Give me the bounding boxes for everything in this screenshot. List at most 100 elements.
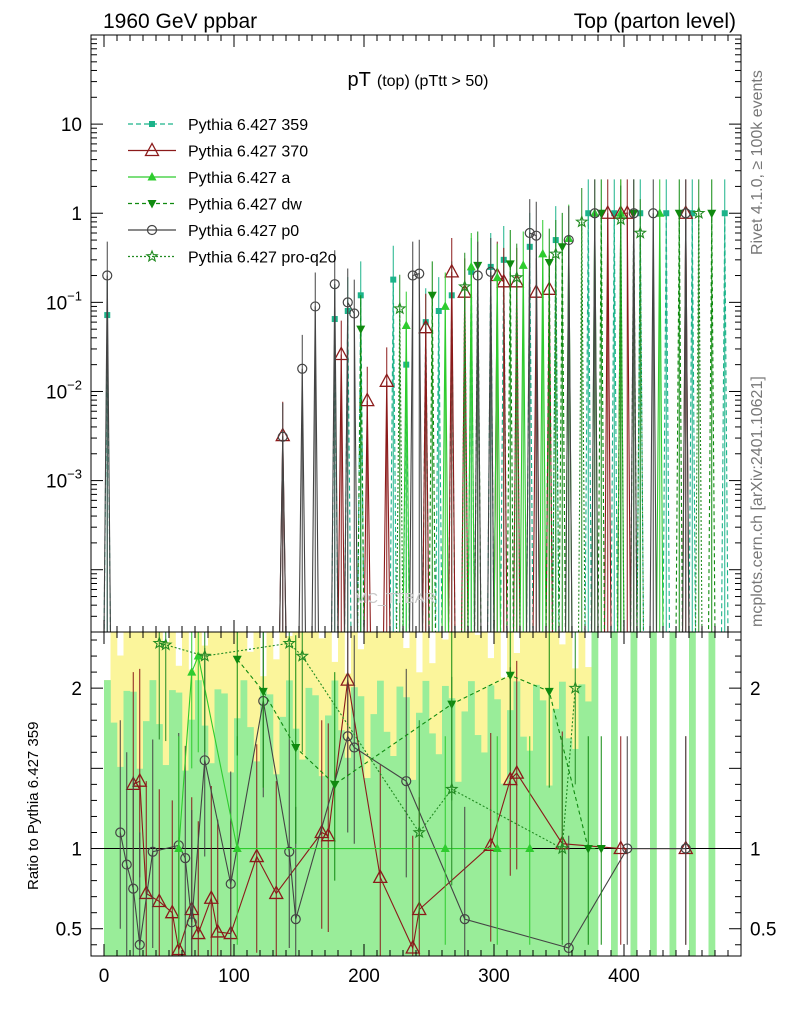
band-green-bin [435, 754, 443, 956]
title-sub: (top) (pTtt > 50) [377, 73, 489, 90]
data-point [680, 208, 691, 219]
legend-marker [144, 142, 160, 157]
band-green-bin [338, 730, 345, 956]
legend-entry: Pythia 6.427 a [128, 170, 290, 187]
ratio-point [401, 776, 412, 787]
ratio-point [444, 782, 459, 795]
y-tick-label: 10 [61, 115, 82, 136]
data-point [663, 210, 670, 217]
band-green-bin [500, 783, 508, 956]
legend-entry: Pythia 6.427 pro-q2o [128, 249, 337, 267]
band-green-bin [357, 696, 365, 956]
legend-marker [149, 121, 155, 127]
data-point [524, 227, 535, 239]
ratio-point [613, 840, 629, 855]
band-green-bin [669, 632, 677, 956]
band-green-bin [591, 632, 599, 956]
data-point [574, 214, 589, 228]
y-tick-label: 10−3 [46, 467, 82, 493]
ratio-ylabel: Ratio to Pythia 6.427 359 [25, 722, 42, 890]
band-green-bin [546, 785, 553, 956]
data-point [329, 279, 340, 290]
ratio-point [197, 649, 212, 662]
ratio-point [284, 846, 295, 857]
legend-marker [145, 249, 159, 263]
ratio-point [152, 636, 167, 650]
band-green-bin [390, 756, 397, 956]
band-green-bin [396, 686, 404, 956]
ratio-point [164, 904, 180, 919]
ratio-point [622, 843, 633, 854]
ratio-line [119, 700, 686, 949]
data-point [297, 363, 308, 374]
ratio-y-tick-label-right: 2 [750, 679, 761, 700]
ratio-series-2 [174, 632, 535, 945]
data-point [401, 320, 411, 329]
ratio-point [405, 939, 421, 954]
band-green-bin [247, 727, 254, 956]
data-point [277, 431, 288, 442]
data-point [628, 208, 639, 219]
data-point [392, 301, 407, 315]
ratio-point [492, 843, 502, 853]
data-point [356, 325, 366, 335]
series-line [395, 213, 703, 632]
ratio-y-tick-label-right: 1 [750, 840, 761, 861]
ratio-point [147, 846, 158, 857]
series-4 [102, 179, 691, 632]
data-point [585, 210, 592, 217]
legend-label: Pythia 6.427 359 [188, 117, 308, 134]
ratio-line [159, 642, 576, 850]
ratio-point [282, 636, 297, 650]
ratio-point [232, 655, 242, 665]
band-green-bin [422, 680, 430, 956]
ratio-point [320, 827, 336, 842]
ratio-y-tick-label-left: 1 [71, 840, 82, 861]
header-left: 1960 GeV ppbar [103, 10, 257, 33]
header-right: Top (parton level) [574, 10, 736, 33]
band-green-bin [455, 781, 462, 956]
data-point [485, 266, 496, 277]
ratio-point [440, 843, 450, 853]
data-point [613, 212, 628, 226]
ratio-point [193, 651, 203, 660]
legend-label: Pythia 6.427 a [188, 170, 290, 187]
ratio-point [199, 755, 210, 766]
data-point [518, 260, 528, 269]
ratio-point [555, 841, 570, 855]
watermark: MC_TTBAR [355, 590, 436, 607]
ratio-point [596, 845, 606, 854]
data-point [619, 204, 635, 219]
ratio-point [342, 731, 353, 742]
band-green-bin [195, 680, 202, 956]
data-point [707, 209, 717, 219]
ratio-point [412, 825, 427, 839]
data-point [538, 248, 548, 258]
chart-title: pT (top) (pTtt > 50) [348, 69, 489, 91]
band-green-bin [260, 688, 267, 956]
data-point [407, 270, 418, 281]
ratio-point [210, 923, 226, 938]
ratio-point [509, 764, 525, 779]
ratio-point [225, 878, 236, 889]
band-green-bin [312, 695, 319, 956]
band-green-bin [474, 735, 482, 956]
data-point [342, 297, 353, 308]
band-green-bin [552, 708, 560, 956]
ratio-point [330, 780, 340, 790]
ratio-point [232, 843, 242, 853]
ratio-point [171, 941, 187, 956]
ratio-point [187, 667, 197, 676]
ratio-point [525, 843, 535, 853]
legend-marker [146, 224, 158, 236]
series-1 [275, 179, 694, 632]
ratio-point [583, 845, 593, 854]
legend-label: Pythia 6.427 pro-q2o [188, 250, 337, 267]
ratio-point [203, 889, 219, 904]
data-point [427, 291, 437, 301]
data-point [505, 260, 515, 269]
ratio-point [268, 885, 284, 900]
ratio-point [291, 743, 301, 753]
ratio-point [249, 848, 265, 863]
